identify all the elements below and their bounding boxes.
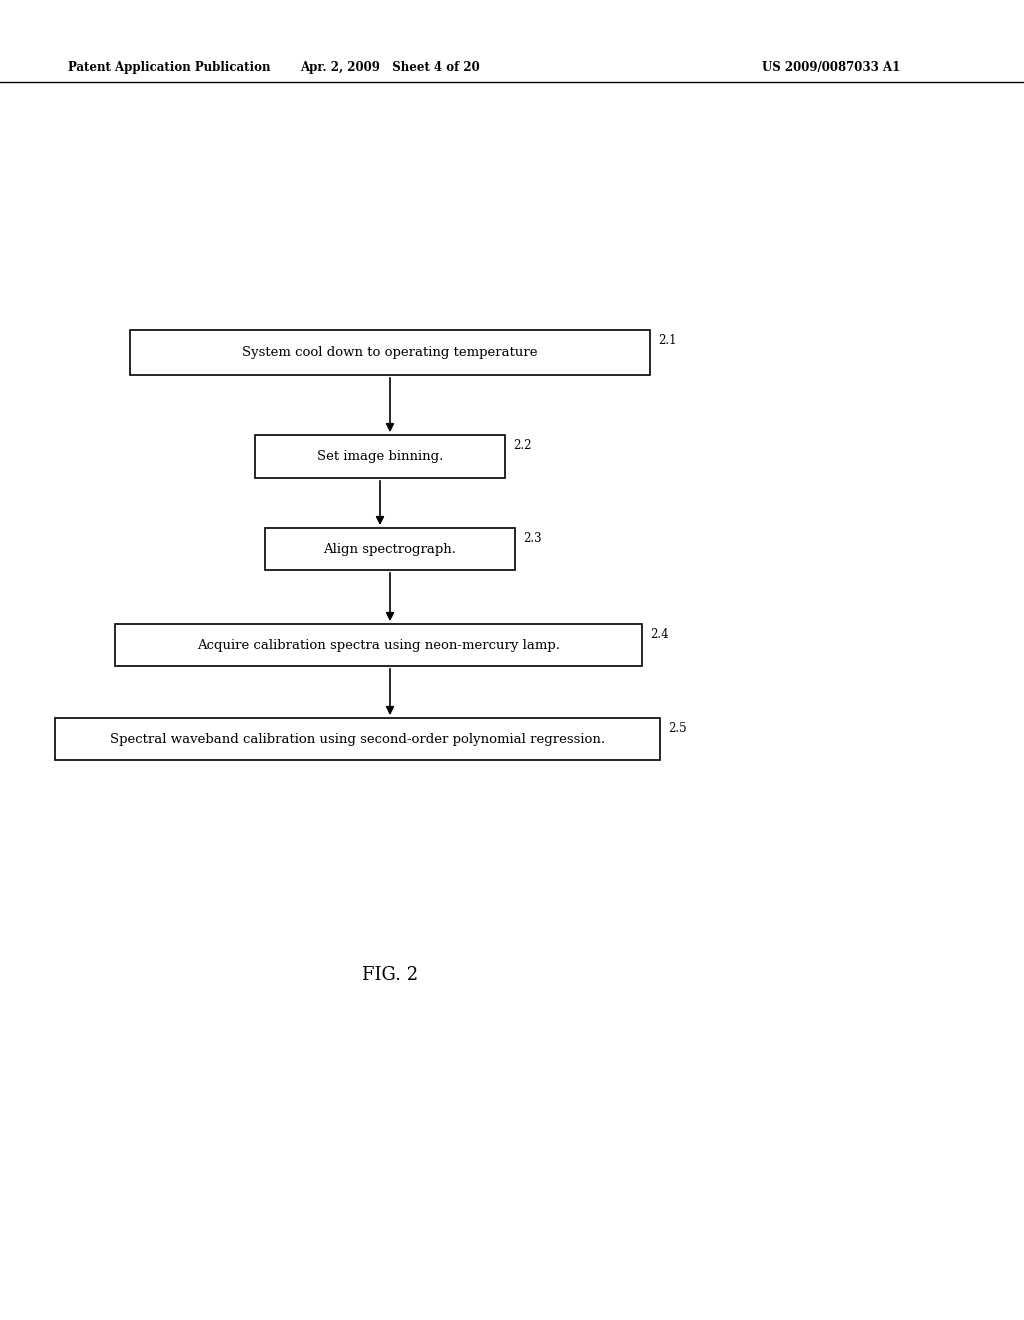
Text: Patent Application Publication: Patent Application Publication	[68, 62, 270, 74]
Bar	[115, 624, 642, 667]
Text: Align spectrograph.: Align spectrograph.	[324, 543, 457, 556]
Text: US 2009/0087033 A1: US 2009/0087033 A1	[762, 62, 900, 74]
Text: System cool down to operating temperature: System cool down to operating temperatur…	[243, 346, 538, 359]
Text: FIG. 2: FIG. 2	[361, 966, 418, 983]
Text: 2.4: 2.4	[650, 628, 669, 642]
Text: Spectral waveband calibration using second-order polynomial regression.: Spectral waveband calibration using seco…	[110, 733, 605, 746]
Bar	[55, 718, 660, 760]
Text: 2.2: 2.2	[513, 440, 531, 451]
Text: Apr. 2, 2009   Sheet 4 of 20: Apr. 2, 2009 Sheet 4 of 20	[300, 62, 480, 74]
Text: 2.3: 2.3	[523, 532, 542, 545]
Text: 2.1: 2.1	[658, 334, 677, 347]
Text: 2.5: 2.5	[668, 722, 687, 735]
Text: Acquire calibration spectra using neon-mercury lamp.: Acquire calibration spectra using neon-m…	[197, 639, 560, 652]
Text: Set image binning.: Set image binning.	[316, 450, 443, 463]
Bar	[265, 528, 515, 570]
Bar	[255, 436, 505, 478]
Bar	[130, 330, 650, 375]
